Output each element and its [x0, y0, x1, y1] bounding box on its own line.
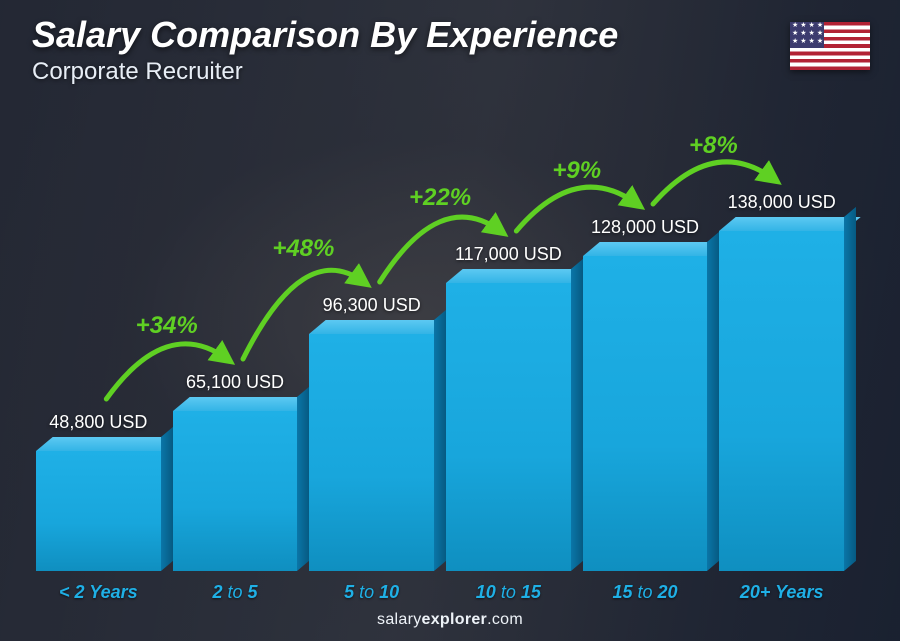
bar-value-label: 117,000 USD — [455, 244, 562, 265]
bar-category-label: 20+ Years — [740, 582, 824, 603]
bar-category-label: 10 to 15 — [476, 582, 541, 603]
bar-column: 48,800 USD< 2 Years — [36, 110, 161, 571]
bar-value-label: 48,800 USD — [49, 412, 147, 433]
chart-stage: Salary Comparison By Experience Corporat… — [0, 0, 900, 641]
bar-column: 128,000 USD15 to 20 — [583, 110, 708, 571]
bar — [309, 334, 434, 571]
bar-column: 96,300 USD5 to 10 — [309, 110, 434, 571]
bar-category-label: < 2 Years — [59, 582, 138, 603]
bar-value-label: 138,000 USD — [728, 192, 836, 213]
page-subtitle: Corporate Recruiter — [32, 58, 243, 86]
bar-column: 65,100 USD2 to 5 — [173, 110, 298, 571]
bar-category-label: 2 to 5 — [212, 582, 257, 603]
flag-icon — [790, 22, 870, 70]
bar-column: 117,000 USD10 to 15 — [446, 110, 571, 571]
bar-column: 138,000 USD20+ Years — [719, 110, 844, 571]
bar-value-label: 65,100 USD — [186, 372, 284, 393]
bar — [719, 231, 844, 571]
footer-text-1: salary — [377, 611, 421, 628]
bar-category-label: 15 to 20 — [612, 582, 677, 603]
footer-text-2: explorer — [422, 611, 488, 628]
bar-value-label: 96,300 USD — [323, 295, 421, 316]
bar — [583, 256, 708, 571]
bar-category-label: 5 to 10 — [344, 582, 399, 603]
bar-chart: 48,800 USD< 2 Years65,100 USD2 to 596,30… — [30, 110, 850, 571]
bar — [173, 411, 298, 571]
bar-value-label: 128,000 USD — [591, 217, 699, 238]
bar — [36, 451, 161, 571]
footer-text-3: .com — [487, 611, 523, 628]
page-title: Salary Comparison By Experience — [32, 14, 618, 56]
bar — [446, 283, 571, 571]
footer-attribution: salaryexplorer.com — [0, 611, 900, 629]
